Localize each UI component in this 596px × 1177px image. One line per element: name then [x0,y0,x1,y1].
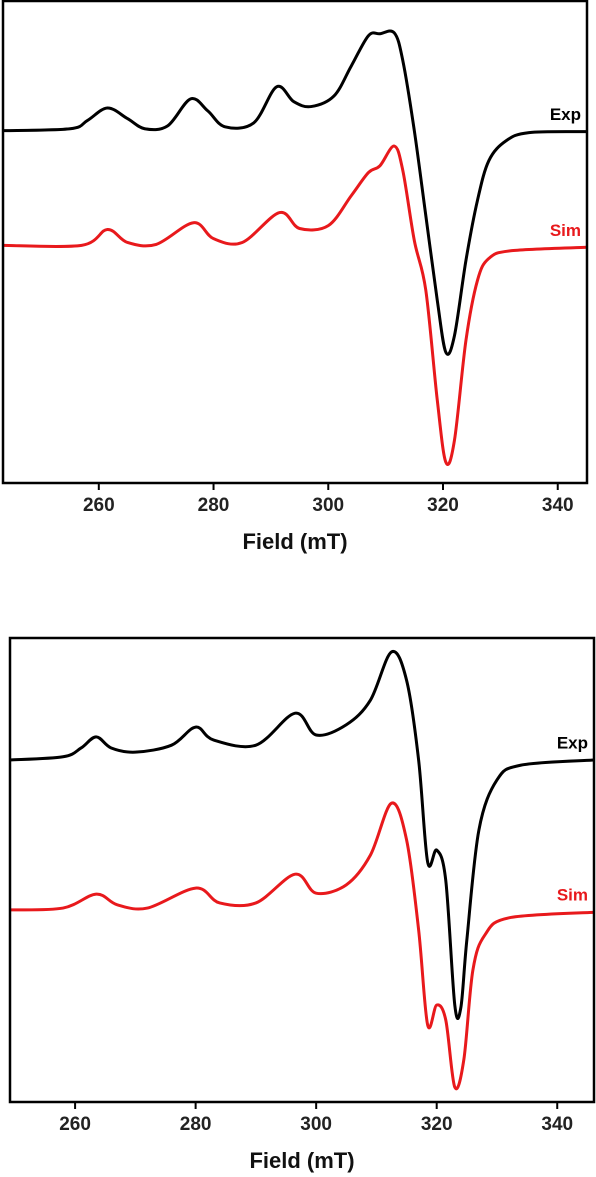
x-tick-label: 280 [198,495,230,516]
series-label: Sim [557,886,588,905]
spectrum-line [3,29,587,356]
plot-frame [1,0,589,485]
spectrum-line [10,649,594,1020]
x-tick-label: 260 [83,495,115,516]
series-label: Sim [550,221,581,240]
x-tick-label: 300 [300,1114,332,1135]
x-tick-label: 300 [312,495,344,516]
series-label: Exp [550,105,581,124]
x-axis-label: Field (mT) [242,529,347,554]
spectrum-line [3,144,587,466]
x-tick-label: 340 [541,1114,573,1135]
plot-frame [8,636,596,1104]
series-label: Exp [557,734,588,753]
spectrum-line [10,801,594,1091]
x-tick-label: 320 [427,495,459,516]
x-tick-label: 260 [59,1114,91,1135]
x-tick-label: 320 [421,1114,453,1135]
x-tick-label: 340 [542,495,574,516]
x-axis-label: Field (mT) [249,1148,354,1173]
x-tick-label: 280 [180,1114,212,1135]
